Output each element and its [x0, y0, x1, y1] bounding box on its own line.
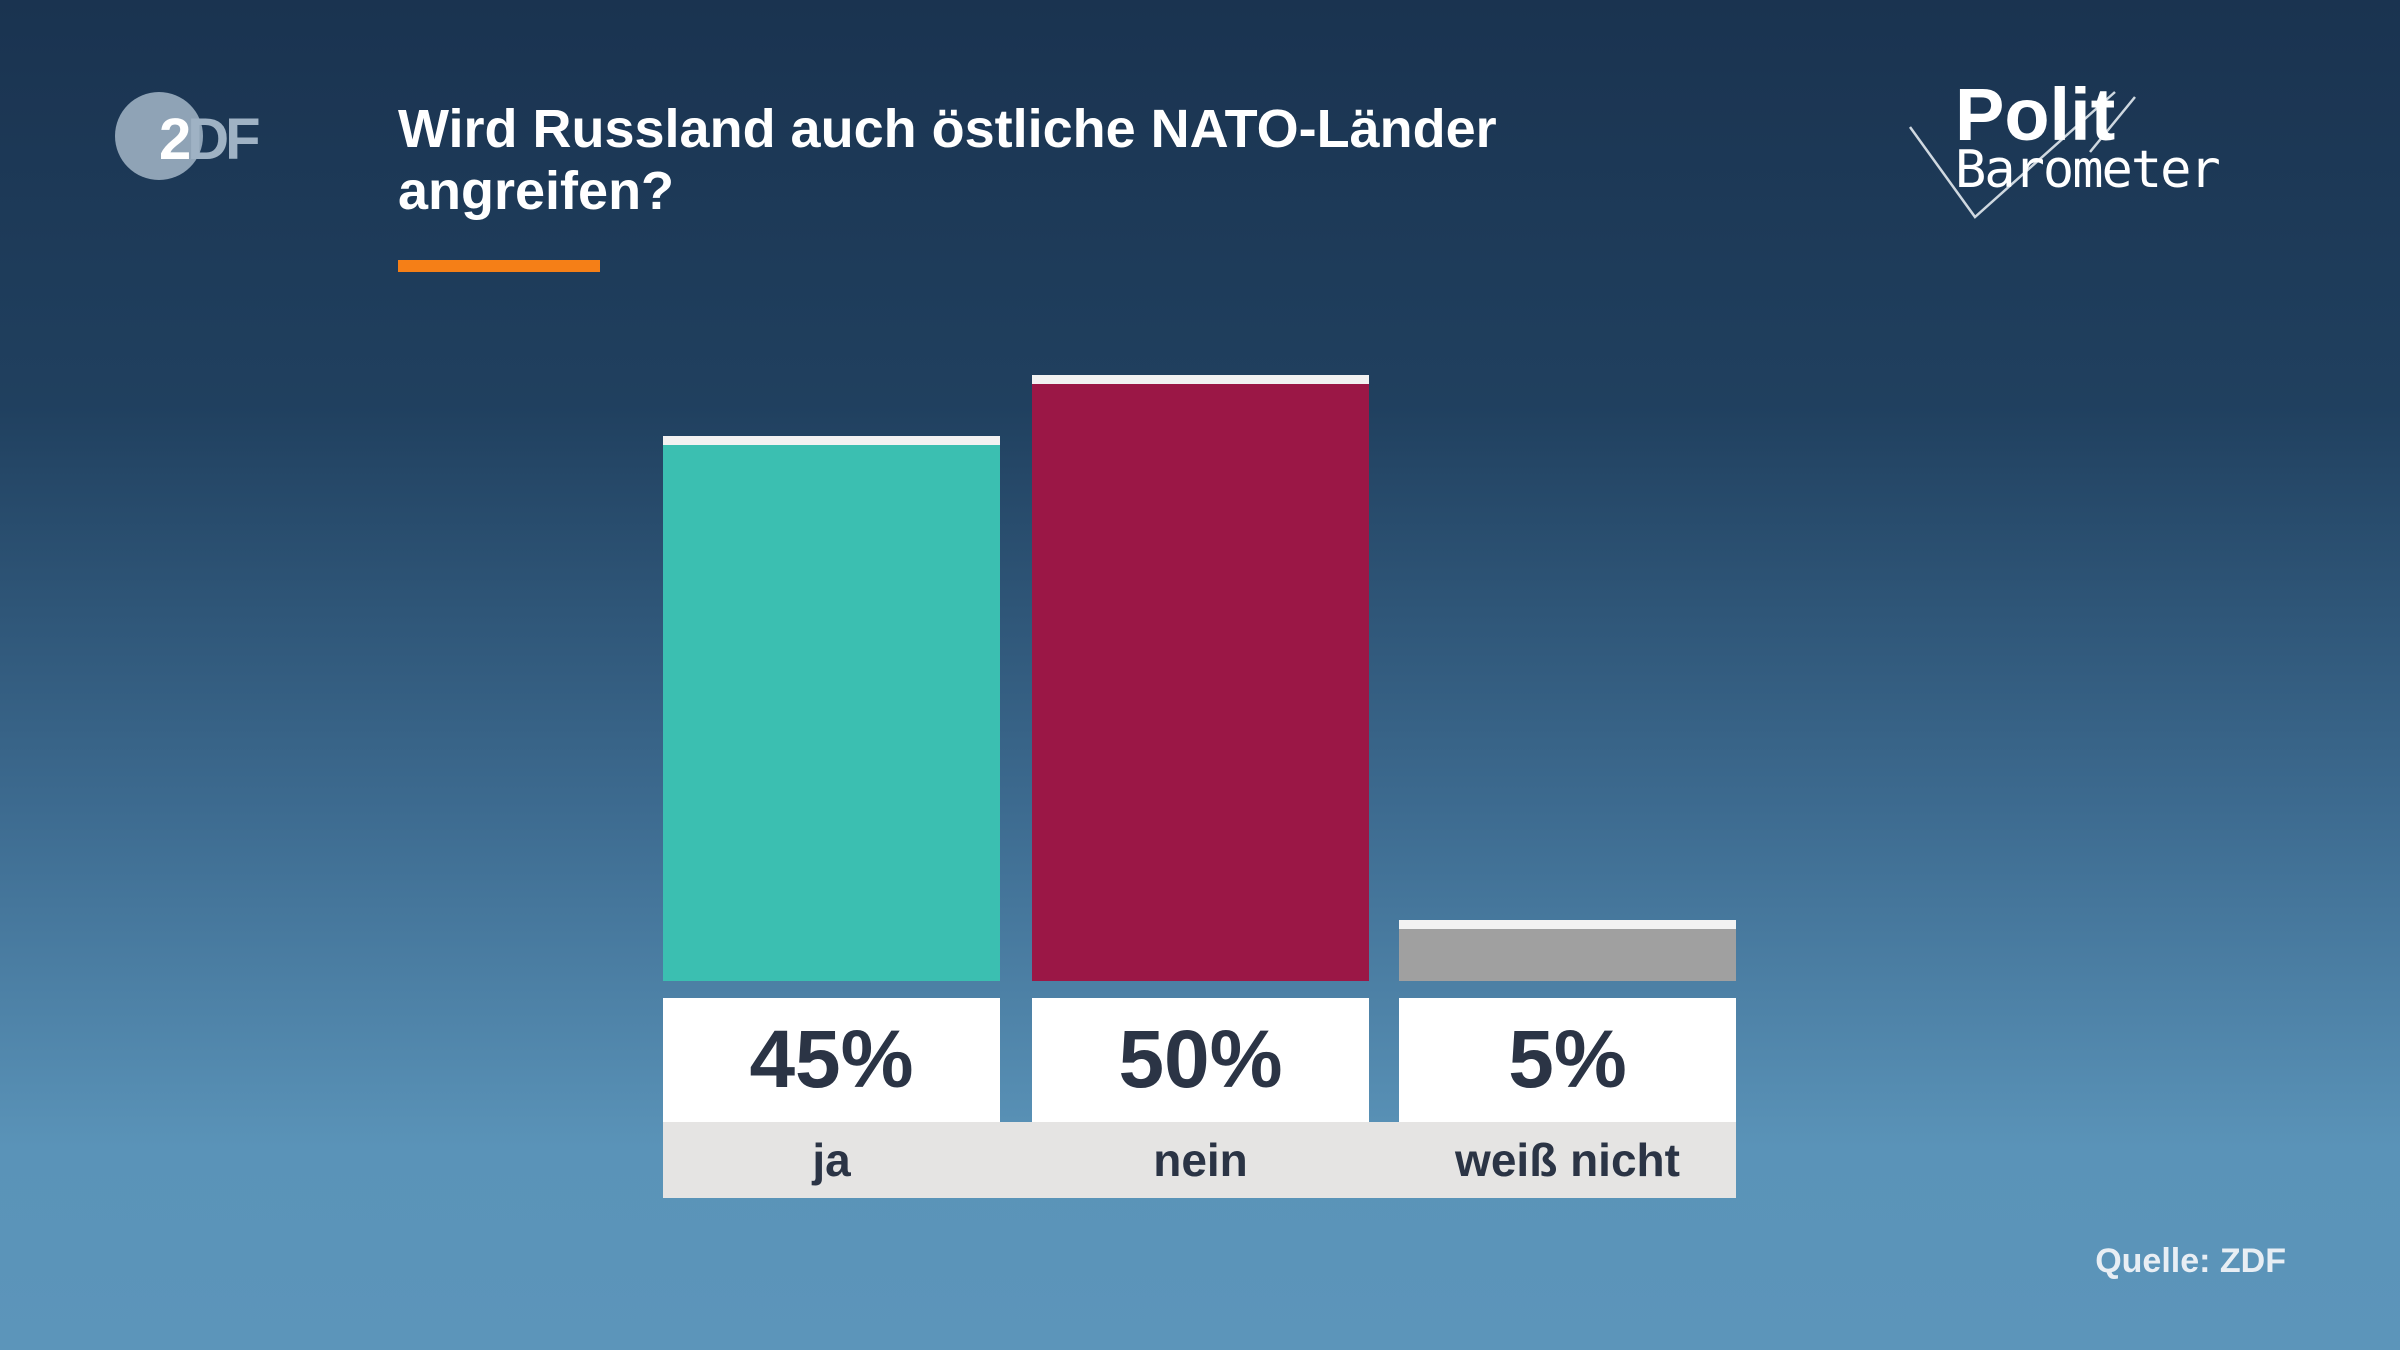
chart-title: Wird Russland auch östliche NATO-Länder …: [398, 99, 1497, 221]
data-label: 5%: [1399, 998, 1736, 1122]
source-label: Quelle: ZDF: [2095, 1242, 2286, 1280]
title-accent-bar: [398, 260, 600, 272]
brand-barometer: Barometer: [1955, 140, 2221, 200]
category-strip: [663, 1122, 1736, 1198]
bar-1: [1032, 375, 1369, 981]
zdf-logo: 2DF: [115, 92, 275, 182]
data-label: 50%: [1032, 998, 1369, 1122]
brand-polit: Polit: [1955, 73, 2116, 156]
bar-2: [1399, 920, 1736, 981]
category-label: weiß nicht: [1455, 1134, 1680, 1186]
zdf-logo-circle: [115, 92, 203, 180]
zdf-logo-text: 2DF: [159, 107, 261, 172]
category-label: nein: [1153, 1134, 1248, 1186]
checkmark-icon: [1908, 91, 2136, 219]
politbarometer-logo: Polit Barometer: [1905, 72, 2221, 222]
bar-0: [663, 435, 1000, 981]
data-label: 45%: [663, 998, 1000, 1122]
category-label: ja: [812, 1134, 851, 1186]
